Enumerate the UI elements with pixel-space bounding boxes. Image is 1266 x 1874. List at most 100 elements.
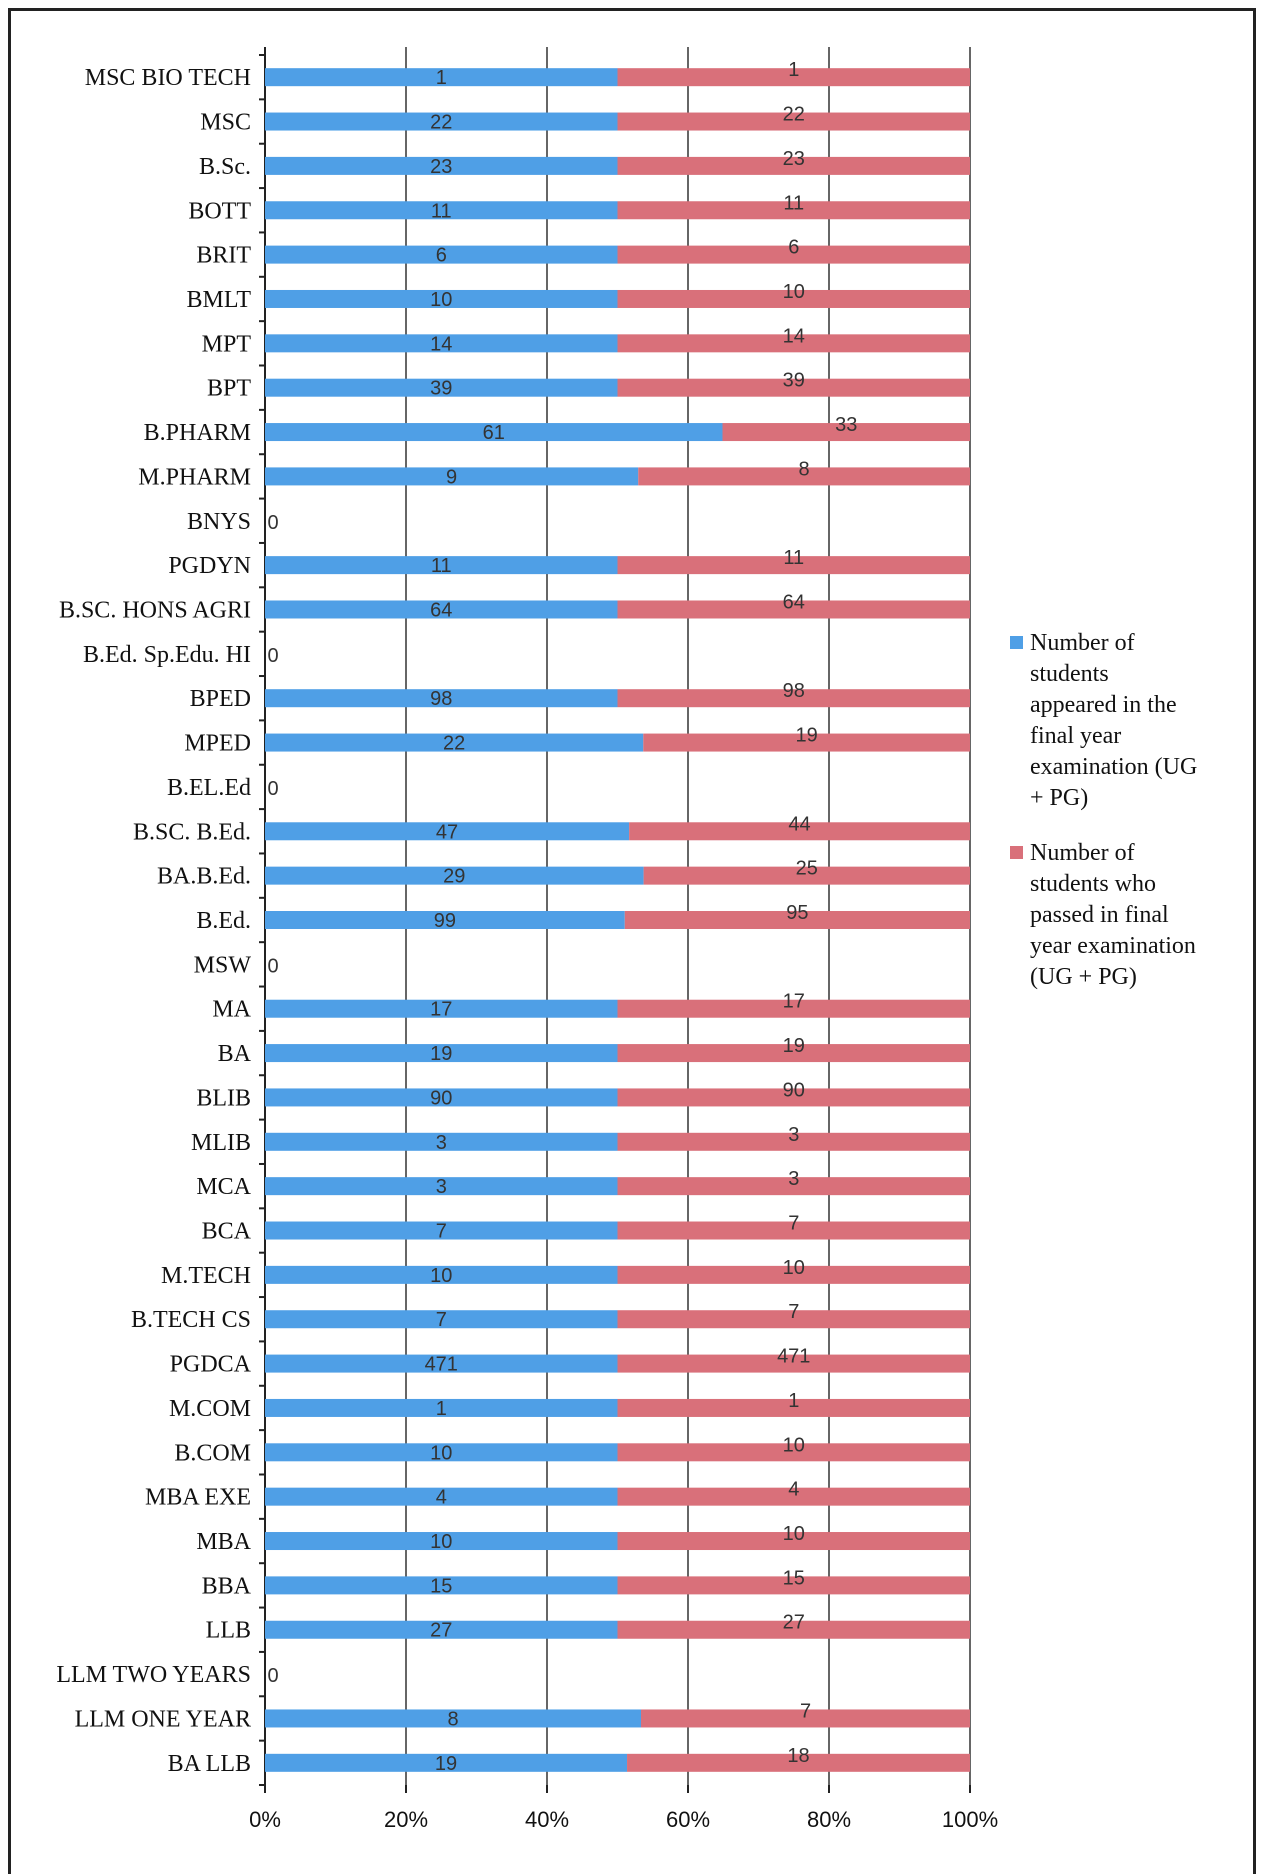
data-label-passed: 23 xyxy=(783,148,805,170)
category-label: BNYS xyxy=(187,509,251,535)
bar-passed xyxy=(617,600,970,619)
bar-passed xyxy=(722,423,970,442)
bar-passed xyxy=(617,1177,970,1196)
data-label-appeared: 7 xyxy=(436,1221,447,1243)
bar-appeared xyxy=(265,112,618,131)
data-label-appeared: 23 xyxy=(430,156,452,178)
bar-passed xyxy=(617,1310,970,1329)
bar-appeared xyxy=(265,600,618,619)
bar-appeared xyxy=(265,68,618,87)
bar-passed xyxy=(638,467,970,486)
bar-passed xyxy=(617,334,970,353)
data-label-passed: 4 xyxy=(788,1479,799,1501)
category-label: BRIT xyxy=(196,243,251,269)
bar-appeared xyxy=(265,1443,618,1462)
category-label: BPED xyxy=(190,686,251,712)
data-label-appeared: 9 xyxy=(446,466,457,488)
legend-text-line: + PG) xyxy=(1030,785,1088,811)
data-label-appeared: 10 xyxy=(430,1442,452,1464)
bar-passed xyxy=(617,1265,970,1284)
bar-appeared xyxy=(265,689,618,708)
bar-passed xyxy=(617,556,970,575)
data-label-appeared: 99 xyxy=(434,910,456,932)
bar-passed xyxy=(617,1576,970,1595)
legend-swatch xyxy=(1010,846,1023,859)
data-label-appeared: 8 xyxy=(447,1708,458,1730)
data-label-passed: 18 xyxy=(787,1745,809,1767)
legend-text-line: Number of xyxy=(1030,630,1135,656)
data-label-appeared: 17 xyxy=(430,999,452,1021)
data-label-appeared: 15 xyxy=(430,1575,452,1597)
category-label: MSC BIO TECH xyxy=(85,65,251,91)
category-label: B.SC. HONS AGRI xyxy=(59,597,251,623)
bar-appeared xyxy=(265,1265,618,1284)
bar-passed xyxy=(617,289,970,308)
bar-passed xyxy=(617,245,970,264)
data-label-appeared: 90 xyxy=(430,1087,452,1109)
category-label: MSW xyxy=(194,952,252,978)
legend-text-line: students xyxy=(1030,661,1109,687)
data-label-passed: 90 xyxy=(783,1079,805,1101)
legend-text-line: appeared in the xyxy=(1030,692,1177,718)
bar-passed xyxy=(617,1221,970,1240)
category-label: MCA xyxy=(196,1174,251,1200)
data-label-passed: 33 xyxy=(835,414,857,436)
data-label-passed: 44 xyxy=(788,813,810,835)
legend-text-line: passed in final xyxy=(1030,902,1169,928)
data-label-passed: 3 xyxy=(788,1168,799,1190)
bar-passed xyxy=(624,911,970,929)
data-label-passed: 1 xyxy=(788,59,799,81)
bar-appeared xyxy=(265,1576,618,1595)
bar-appeared xyxy=(265,1354,618,1373)
data-label-appeared: 10 xyxy=(430,1265,452,1287)
legend-text-line: students who xyxy=(1030,871,1156,897)
data-label-passed: 14 xyxy=(783,325,805,347)
bar-appeared xyxy=(265,866,644,885)
bar-appeared xyxy=(265,1177,618,1196)
data-label-appeared: 3 xyxy=(436,1132,447,1154)
bar-appeared xyxy=(265,822,630,841)
bar-passed xyxy=(617,1532,970,1551)
data-label-appeared: 7 xyxy=(436,1309,447,1331)
data-label-passed: 8 xyxy=(799,458,810,480)
category-label: B.Sc. xyxy=(199,154,251,180)
data-label-passed: 6 xyxy=(788,237,799,259)
category-label: MPT xyxy=(202,331,252,357)
data-label-passed: 10 xyxy=(783,1523,805,1545)
data-label-passed: 11 xyxy=(783,547,804,569)
data-label-appeared: 22 xyxy=(430,112,452,134)
category-label: BA.B.Ed. xyxy=(157,864,251,890)
data-label-passed: 64 xyxy=(783,591,805,613)
bar-passed xyxy=(617,1354,970,1373)
bar-passed xyxy=(617,1398,970,1417)
zero-data-label: 0 xyxy=(267,778,278,800)
bar-passed xyxy=(641,1709,970,1728)
data-label-passed: 19 xyxy=(796,725,818,747)
bar-passed xyxy=(617,999,970,1018)
bar-appeared xyxy=(265,733,644,752)
bar-appeared xyxy=(265,334,618,353)
category-label: BBA xyxy=(202,1573,252,1599)
data-label-passed: 1 xyxy=(788,1390,799,1412)
bar-appeared xyxy=(265,1753,628,1772)
bar-appeared xyxy=(265,1398,618,1417)
bar-passed xyxy=(617,156,970,175)
category-label: PGDCA xyxy=(170,1352,252,1378)
data-label-passed: 7 xyxy=(788,1301,799,1323)
category-label: MBA xyxy=(196,1529,251,1555)
bar-appeared xyxy=(265,1132,618,1151)
bar-layer xyxy=(265,68,970,1772)
bar-appeared xyxy=(265,467,639,486)
bar-passed xyxy=(629,822,970,841)
bar-passed xyxy=(617,689,970,708)
bar-passed xyxy=(617,1088,970,1107)
bar-appeared xyxy=(265,156,618,175)
zero-data-label: 0 xyxy=(267,955,278,977)
category-label: BMLT xyxy=(187,287,252,313)
bar-passed xyxy=(617,1620,970,1639)
data-label-passed: 19 xyxy=(783,1035,805,1057)
category-label: M.TECH xyxy=(161,1263,251,1289)
category-label: MA xyxy=(212,997,251,1023)
